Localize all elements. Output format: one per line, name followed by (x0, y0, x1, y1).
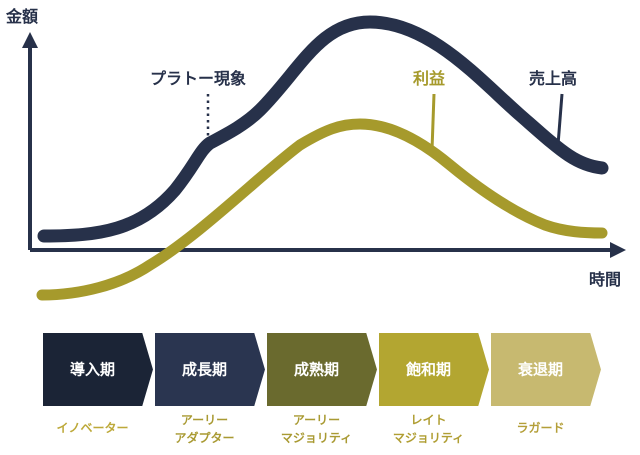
sales-label: 売上高 (529, 69, 577, 88)
stage-chevron (489, 331, 604, 408)
profit-curve (36, 118, 608, 301)
stage-chevron (41, 331, 156, 408)
adopter-label: イノベーター (56, 421, 128, 435)
stage-chevron (377, 331, 492, 408)
stage-chevron (153, 331, 268, 408)
adopter-label: アーリー (293, 413, 340, 427)
adopter-label: アダプター (174, 430, 234, 445)
sales-curve (37, 15, 609, 243)
stage-label: 成熟期 (294, 361, 339, 379)
stage-label: 導入期 (70, 361, 115, 379)
plateau-label: プラトー現象 (150, 69, 246, 88)
y-axis-label: 金額 (5, 7, 38, 26)
stage-label: 飽和期 (405, 361, 451, 379)
profit-leader-line (430, 93, 436, 151)
adopter-label: アーリー (181, 413, 228, 427)
x-axis-arrow (610, 242, 626, 258)
sales-leader-line (556, 93, 564, 146)
adopter-label: マジョリティ (281, 431, 352, 445)
x-axis-label: 時間 (589, 270, 621, 289)
adopter-label: レイト (410, 413, 446, 427)
y-axis-arrow (22, 32, 38, 48)
stage-row: 導入期 成長期 成熟期 飽和期 衰退期 (41, 331, 604, 408)
stage-label: 衰退期 (517, 361, 563, 379)
adopter-label: マジョリティ (393, 431, 464, 445)
stage-chevron (265, 331, 380, 408)
profit-label: 利益 (413, 69, 445, 88)
adopter-label: ラガード (516, 420, 564, 435)
stage-label: 成長期 (182, 361, 227, 379)
